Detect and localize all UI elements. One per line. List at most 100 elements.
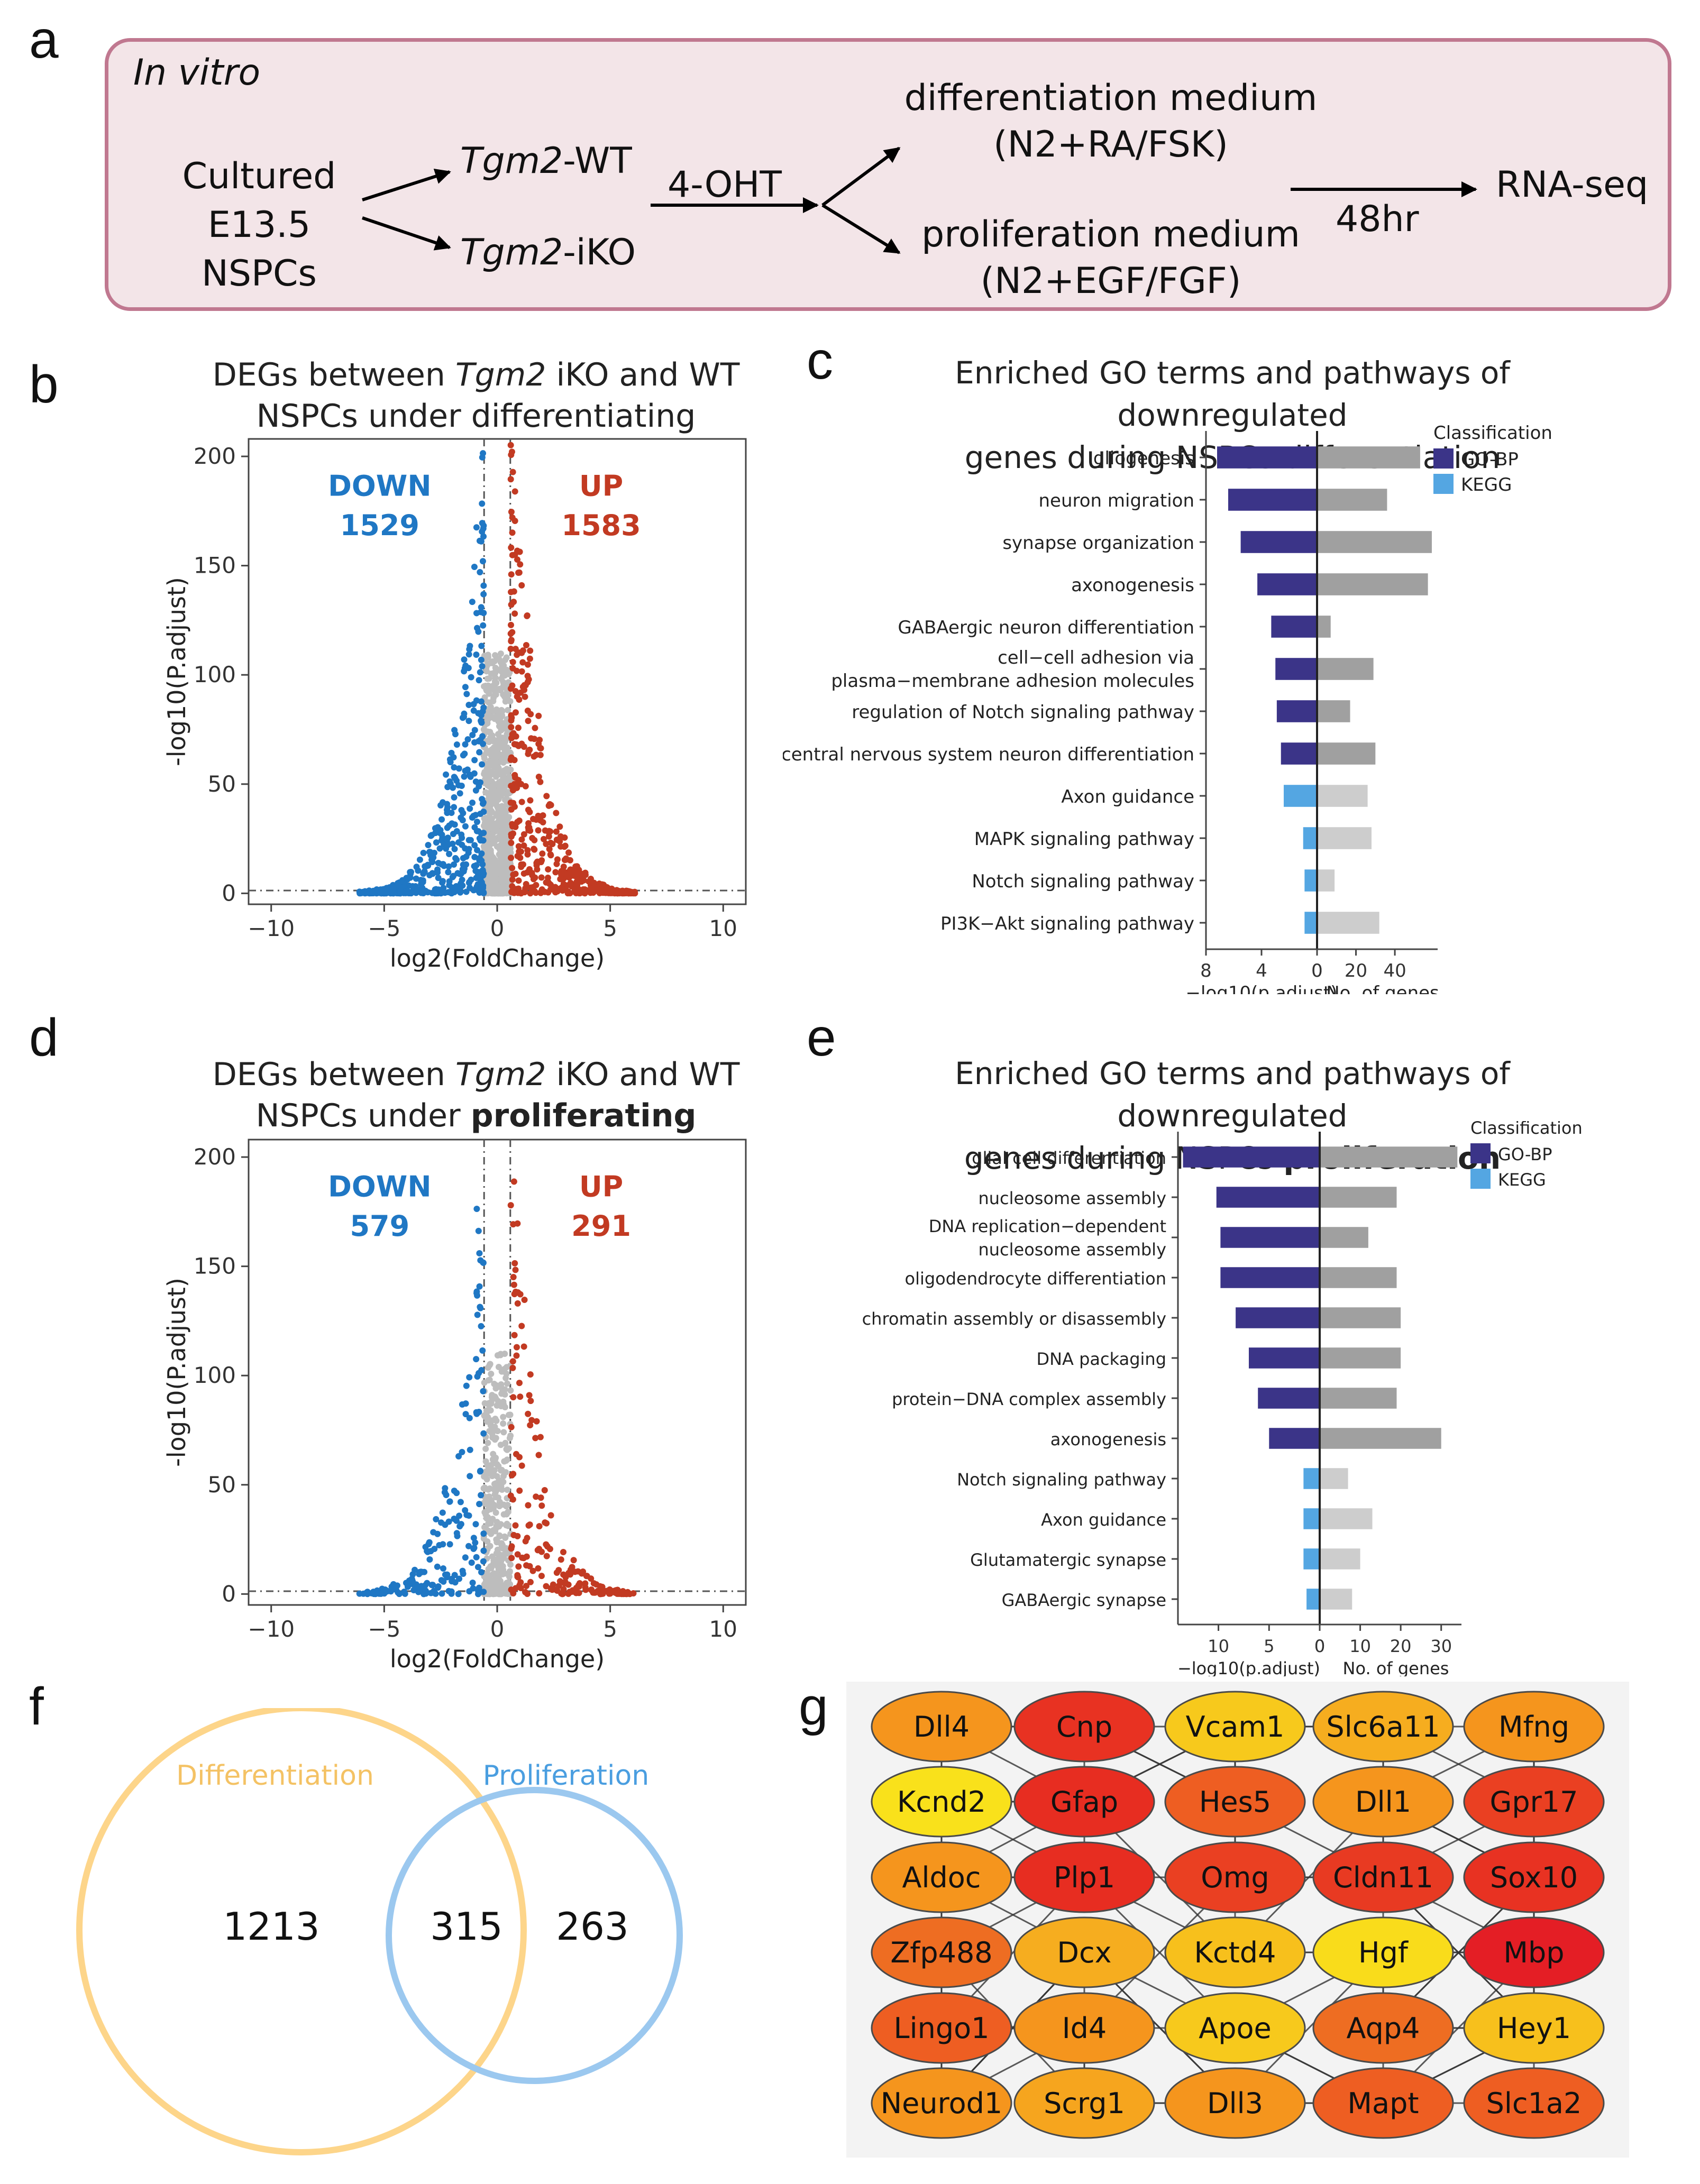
point-ns [487, 1503, 493, 1510]
category-label: chromatin assembly or disassembly [862, 1309, 1166, 1329]
point-up [531, 888, 538, 895]
wt-suffix: -WT [563, 140, 632, 182]
point-up [513, 1352, 520, 1359]
point-ns [505, 1579, 512, 1586]
point-ns [488, 1370, 495, 1377]
point-down [391, 1582, 398, 1589]
point-down [462, 1400, 469, 1407]
wt-label: Tgm2-WT [460, 140, 632, 182]
point-up [511, 1291, 518, 1298]
point-up [519, 1554, 526, 1561]
point-down [439, 1509, 446, 1516]
point-down [479, 520, 486, 527]
panel-label-e: e [807, 1008, 836, 1067]
point-down [471, 727, 478, 733]
point-ns [486, 729, 493, 736]
point-down [419, 1568, 426, 1575]
gene-node [1013, 2067, 1155, 2139]
gene-node-label: Mapt [1347, 2087, 1419, 2120]
right-axis-label: No. of genes [1326, 983, 1439, 994]
category-label: central nervous system neuron differenti… [783, 744, 1194, 765]
point-down [466, 1415, 473, 1421]
category-label: neuron migration [1039, 490, 1195, 511]
point-down [477, 1305, 484, 1311]
b-title-gene: Tgm2 [455, 356, 546, 393]
bar-gene-count [1317, 827, 1372, 849]
point-ns [482, 776, 489, 783]
bar-pvalue [1183, 1146, 1320, 1168]
arrow-to-diff [821, 146, 901, 207]
treatment-label: 4-OHT [668, 164, 782, 206]
point-ns [492, 1525, 499, 1531]
point-up [535, 1452, 542, 1458]
b-title-post: iKO and WT [546, 356, 740, 393]
point-ns [502, 1534, 509, 1541]
x-tick-label: 5 [603, 1616, 617, 1642]
point-up [509, 865, 516, 871]
point-down [440, 1578, 447, 1585]
iko-gene: Tgm2 [460, 232, 563, 273]
point-down [462, 684, 469, 691]
point-down [423, 863, 429, 870]
left-tick-label: 0 [1314, 1636, 1325, 1656]
point-up [520, 1343, 527, 1350]
point-up [527, 647, 534, 654]
point-down [390, 885, 397, 892]
point-up [545, 802, 552, 809]
point-up [521, 1296, 528, 1303]
bar-pvalue [1257, 573, 1317, 595]
point-down [473, 610, 480, 617]
point-down [435, 1583, 442, 1590]
bar-pvalue [1304, 869, 1317, 892]
point-up [572, 1568, 579, 1575]
gene-node [871, 1841, 1012, 1913]
point-up [512, 709, 519, 716]
point-up [518, 649, 525, 656]
point-down [478, 604, 485, 611]
point-down [477, 876, 484, 883]
gene-node-label: Gpr17 [1489, 1785, 1578, 1819]
point-ns [481, 1412, 488, 1419]
legend-label-kegg: KEGG [1498, 1170, 1546, 1190]
point-ns [487, 791, 493, 798]
point-up [507, 630, 514, 637]
readout-label: RNA-seq [1496, 164, 1649, 206]
point-down [476, 1283, 483, 1290]
point-up [508, 724, 515, 731]
point-down [474, 1311, 481, 1318]
point-up [515, 1574, 522, 1581]
point-down [473, 885, 480, 892]
point-down [445, 1518, 452, 1525]
point-down [471, 854, 478, 860]
volcano-chart-differentiating: −10 −5 0 5 10050100150200log2(FoldChange)-lo… [162, 438, 747, 972]
x-axis-label: log2(FoldChange) [390, 1645, 605, 1673]
point-ns [503, 847, 510, 854]
point-up [527, 797, 534, 804]
point-down [459, 1448, 465, 1455]
point-up [532, 724, 538, 731]
point-down [469, 799, 476, 806]
point-down [480, 591, 487, 598]
point-down [455, 1591, 462, 1598]
point-down [461, 773, 468, 780]
bar-gene-count [1317, 489, 1387, 511]
point-up [532, 1435, 539, 1442]
point-ns [499, 1388, 506, 1395]
panel-label-g: g [799, 1677, 828, 1736]
gene-node [1013, 1992, 1155, 2064]
point-down [477, 1468, 483, 1475]
point-up [512, 870, 519, 877]
point-ns [485, 855, 491, 861]
right-tick-label: 20 [1345, 960, 1367, 981]
point-ns [496, 1576, 502, 1583]
left-axis-label: −log10(p.adjust) [1177, 1658, 1320, 1676]
arrow-to-wt [362, 168, 451, 201]
point-down [480, 450, 487, 457]
gene-node-label: Neurod1 [881, 2087, 1003, 2120]
point-up [515, 877, 522, 884]
point-down [456, 790, 463, 797]
point-up [547, 886, 554, 893]
point-ns [486, 1528, 492, 1535]
point-down [469, 731, 476, 738]
point-ns [485, 1486, 492, 1493]
